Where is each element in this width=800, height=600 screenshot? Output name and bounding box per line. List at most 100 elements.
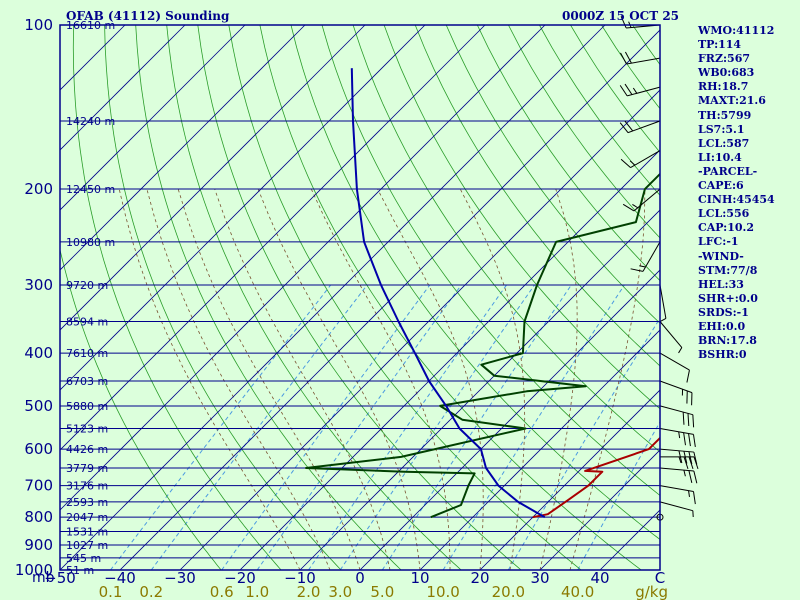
mixing-ratio-line: [308, 284, 507, 570]
height-label: 5880 m: [66, 400, 108, 413]
sounding-index-item: TH:5799: [698, 108, 752, 122]
wind-barb-feather: [692, 414, 695, 428]
wind-barb-feather: [619, 85, 628, 97]
wind-barb-feather: [624, 83, 633, 95]
isotherm: [60, 25, 426, 391]
isotherm: [60, 25, 546, 511]
wind-barb-feather: [686, 369, 690, 383]
pressure-tick-label: 1000: [15, 561, 53, 579]
wind-barb-feather: [682, 412, 685, 425]
wind-barb: [660, 456, 699, 470]
pressure-tick-label: 900: [24, 536, 53, 554]
mixing-ratio-label: 1.0: [245, 583, 269, 600]
sounding-index-item: -WIND-: [698, 249, 744, 263]
wind-barb-feather: [683, 451, 688, 464]
wind-barb: [659, 428, 696, 447]
wind-barb-feather: [624, 51, 632, 64]
wind-barb: [622, 188, 661, 212]
wind-barb-feather: [692, 434, 696, 447]
isotherm: [239, 149, 660, 570]
plot-frame: [59, 24, 661, 571]
sounding-index-item: EHI:0.0: [698, 319, 746, 333]
wind-staff: [659, 321, 683, 348]
wind-barb-half-feather: [632, 87, 638, 94]
sounding-index-item: -PARCEL-: [698, 164, 758, 178]
mixing-ratio-label: 0.6: [210, 583, 234, 600]
height-label: 10980 m: [66, 236, 115, 249]
wind-staff: [659, 485, 694, 492]
moist-adiabat: [146, 188, 331, 570]
wind-barb: [659, 284, 667, 322]
sounding-index-item: BSHR:0: [698, 348, 747, 362]
sounding-index-item: FRZ:567: [698, 52, 751, 66]
sounding-index-item: CINH:45454: [698, 193, 775, 207]
valid-time: 0000Z 15 OCT 25: [562, 9, 680, 23]
moist-adiabat: [257, 188, 421, 570]
wind-staff: [659, 352, 690, 371]
wind-barb-half-feather: [639, 265, 646, 268]
pressure-tick-label: 600: [24, 440, 53, 458]
wind-barb-feather: [693, 451, 698, 465]
mixing-ratio-line: [507, 317, 660, 570]
isotherm: [419, 329, 660, 570]
wind-staff: [659, 467, 694, 472]
wind-barb-feather: [693, 470, 698, 484]
wind-barb-feather: [622, 203, 635, 212]
sounding-index-item: TP:114: [698, 38, 742, 52]
wind-barb-feather: [688, 470, 693, 483]
temperature-tick-label: 10: [410, 569, 429, 587]
wind-barb-feather: [678, 450, 683, 464]
wind-staff: [659, 428, 694, 435]
isotherm: [60, 25, 186, 151]
mixing-ratio-line: [256, 284, 462, 570]
pressure-tick-label: 500: [24, 397, 53, 415]
mixing-ratio-label: 2.0: [297, 583, 321, 600]
isotherm: [299, 209, 660, 570]
pressure-tick-label: 100: [24, 16, 53, 34]
wind-barb-feather: [683, 432, 686, 446]
temperature-tick-label: 30: [530, 569, 549, 587]
temperature-tick-label: 40: [590, 569, 609, 587]
mixing-ratio-label: 40.0: [561, 583, 594, 600]
isotherm: [60, 25, 306, 271]
sounding-index-item: LI:10.4: [698, 150, 742, 164]
wind-barb: [630, 241, 661, 272]
wind-staff: [659, 284, 667, 319]
height-label: 3779 m: [66, 462, 108, 475]
wind-barb-feather: [687, 413, 690, 427]
pressure-tick-label: 800: [24, 508, 53, 526]
wind-barb-feather: [620, 16, 627, 29]
wind-barb-half-feather: [678, 431, 681, 439]
wind-barb: [659, 352, 690, 383]
sounding-series: [305, 68, 660, 519]
sounding-indices: WMO:41112 TP:114 FRZ:567 WB0:683 RH:18.7 MAXT…: [698, 24, 798, 362]
sounding-index-item: LCL:587: [698, 136, 750, 150]
temperature-tick-label: C: [655, 569, 665, 587]
moist-adiabat: [214, 188, 391, 570]
wind-staff: [659, 448, 694, 453]
mixing-ratio-unit-label: g/kg: [635, 583, 668, 600]
wind-barb: [659, 467, 698, 484]
sounding-index-item: SHR+:0.0: [698, 291, 758, 305]
temperature-tick-label: −10: [284, 569, 316, 587]
temperature-tick-label: 20: [470, 569, 489, 587]
mixing-ratio-label: 20.0: [492, 583, 525, 600]
pressure-tick-label: 200: [24, 180, 53, 198]
sounding-index-item: WB0:683: [698, 66, 755, 80]
wind-barb-half-feather: [678, 456, 682, 464]
plot-area: [60, 25, 660, 570]
pressure-tick-label: 400: [24, 344, 53, 362]
wind-staff: [626, 57, 661, 65]
isotherm: [539, 449, 660, 570]
temperature-tick-label: −20: [224, 569, 256, 587]
wind-barb: [659, 501, 694, 518]
mixing-ratio-label: 0.2: [139, 583, 163, 600]
wind-barb: [620, 51, 661, 65]
wind-barbs: [619, 16, 699, 570]
wind-staff: [659, 501, 693, 512]
sounding-index-item: LCL:556: [698, 207, 750, 221]
wind-barb-feather: [620, 158, 631, 168]
dewpoint-line: [305, 172, 660, 519]
